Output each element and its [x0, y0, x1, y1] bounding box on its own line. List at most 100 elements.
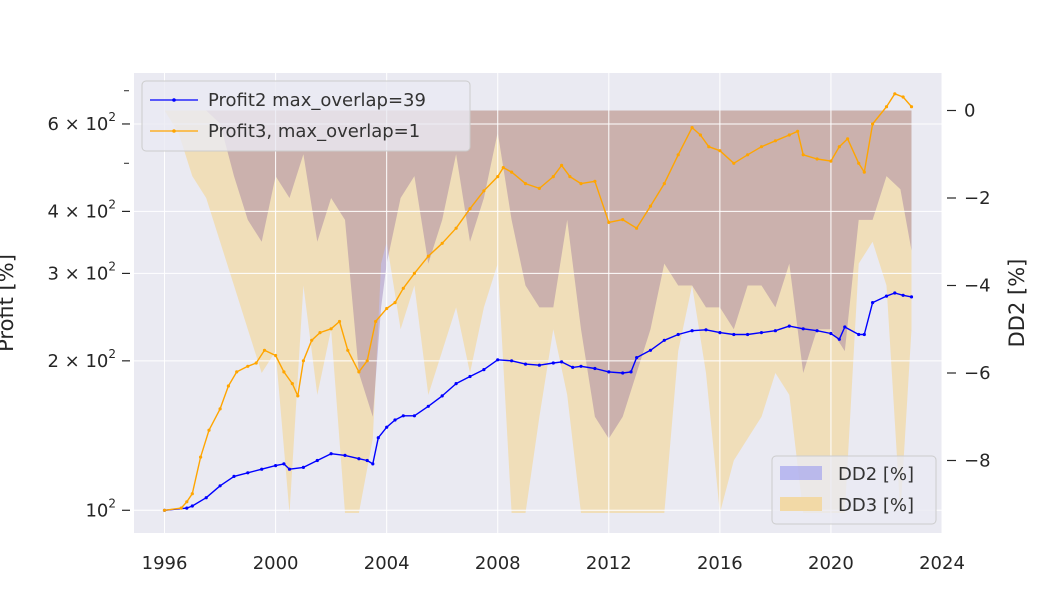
- y2-tick-label: −6: [964, 363, 991, 384]
- y-tick-label: 2 × 102: [47, 347, 116, 372]
- profit2-point: [218, 484, 222, 488]
- profit3-point: [621, 218, 625, 222]
- profit2-point: [909, 295, 914, 299]
- profit3-point: [496, 175, 500, 179]
- profit3-point: [296, 394, 300, 398]
- profit2-point: [371, 462, 375, 466]
- profit3-point: [837, 145, 841, 149]
- profit3-point: [523, 182, 528, 186]
- profit3-point: [718, 149, 722, 153]
- profit3-point: [440, 241, 444, 245]
- y-tick-base: 6 × 10: [47, 114, 108, 135]
- profit3-point: [337, 319, 342, 324]
- x-tick-label: 2016: [697, 553, 743, 574]
- x-tick-label: 2024: [919, 553, 965, 574]
- profit2-line: [164, 292, 912, 511]
- profit3-point: [593, 179, 597, 183]
- profit2-point: [482, 368, 486, 372]
- profit2-point: [329, 452, 333, 456]
- legend-drawdown: DD2 [%] DD3 [%]: [771, 455, 937, 525]
- legend-dd2-label: DD2 [%]: [838, 464, 914, 485]
- profit3-point: [329, 327, 333, 331]
- profit2-point: [746, 332, 750, 337]
- profit2-point: [862, 332, 866, 337]
- x-tick-label: 2008: [475, 553, 521, 574]
- y-tick-exponent: 2: [108, 110, 116, 124]
- profit3-point: [773, 139, 778, 143]
- profit3-point: [871, 122, 875, 126]
- profit2-point: [893, 291, 897, 295]
- profit3-point: [226, 384, 230, 388]
- y2-tick-label: 0: [964, 101, 975, 122]
- profit2-point: [704, 328, 708, 332]
- profit3-point: [235, 370, 239, 374]
- profit2-point: [468, 374, 472, 379]
- profit2-point: [815, 329, 819, 333]
- profit2-point: [901, 293, 905, 297]
- profit3-point: [290, 382, 294, 386]
- profit3-point: [501, 166, 505, 170]
- y-tick-label: 6 × 102: [47, 110, 116, 135]
- profit2-point: [274, 464, 278, 468]
- y-tick-label: 4 × 102: [47, 197, 116, 222]
- profit3-point: [901, 95, 905, 99]
- profit2-point: [401, 414, 405, 418]
- profit3-point: [162, 508, 167, 512]
- profit3-point: [401, 286, 405, 290]
- profit3-point: [282, 370, 286, 374]
- profit3-point: [254, 361, 258, 365]
- profit2-point: [773, 329, 778, 333]
- profit2-point: [635, 356, 639, 360]
- profit3-point: [909, 105, 914, 109]
- profit2-point: [385, 425, 389, 429]
- legend-profit3-marker: [172, 129, 176, 133]
- dd2-area: [164, 110, 912, 439]
- profit2-point: [232, 474, 236, 478]
- profit3-point: [698, 133, 703, 137]
- profit2-point: [676, 332, 680, 337]
- profit3-point: [607, 220, 611, 224]
- profit2-point: [732, 332, 736, 337]
- profit2-point: [426, 404, 430, 408]
- profit3-point: [579, 182, 583, 186]
- profit3-point: [676, 153, 680, 157]
- profit2-point: [537, 363, 542, 367]
- profit3-point: [510, 170, 514, 174]
- profit3-point: [662, 182, 666, 186]
- x-tick-label: 2000: [253, 553, 299, 574]
- profit3-point: [551, 175, 555, 179]
- y-tick-label: 3 × 102: [47, 259, 116, 284]
- profit2-point: [857, 332, 861, 337]
- legend-dd3-label: DD3 [%]: [838, 495, 914, 516]
- legend-profit: Profit2 max_overlap=39 Profit3, max_over…: [141, 80, 471, 152]
- y-tick-exponent: 2: [108, 496, 116, 510]
- profit3-point: [537, 186, 542, 190]
- profit2-point: [412, 414, 416, 418]
- profit2-point: [560, 360, 564, 364]
- profit2-point: [843, 325, 847, 329]
- profit3-point: [862, 170, 866, 174]
- profit2-point: [185, 506, 189, 510]
- y-tick-exponent: 2: [108, 197, 116, 211]
- profit3-point: [246, 364, 250, 368]
- profit2-point: [365, 458, 369, 463]
- profit3-point: [648, 204, 653, 208]
- profit3-point: [707, 145, 711, 149]
- profit2-point: [246, 471, 250, 475]
- profit3-point: [412, 271, 416, 275]
- profit2-point: [759, 331, 764, 335]
- profit2-point: [190, 504, 194, 508]
- profit2-point: [357, 457, 361, 461]
- x-tick-label: 2004: [364, 553, 410, 574]
- profit2-point: [454, 382, 458, 386]
- profit-lines: [162, 92, 914, 512]
- y-tick-exponent: 2: [108, 347, 116, 361]
- profit3-point: [357, 370, 361, 374]
- profit3-point: [301, 359, 305, 363]
- profit3-point: [884, 105, 889, 109]
- profit3-point: [815, 157, 819, 161]
- legend-profit-box: [141, 80, 471, 152]
- profit2-point: [871, 301, 875, 305]
- profit2-point: [629, 370, 633, 374]
